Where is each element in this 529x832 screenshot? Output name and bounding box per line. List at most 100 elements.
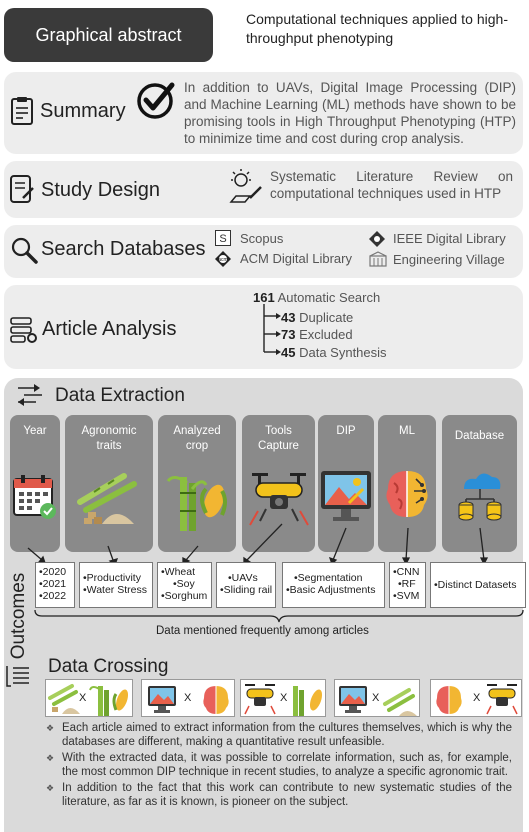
outcomes-brace — [34, 609, 524, 623]
card-tools-capture: Tools Capture — [242, 415, 315, 552]
outcome-year: •2020 •2021 •2022 — [35, 562, 75, 608]
database-engineering-village: Engineering Village — [393, 252, 505, 267]
card-title: Year — [23, 425, 47, 437]
outcome-item: •Water Stress — [83, 584, 147, 596]
outcome-item: •SVM — [393, 590, 420, 602]
brain-icon — [386, 471, 428, 517]
calendar-icon — [13, 475, 56, 519]
database-scopus: Scopus — [240, 231, 284, 246]
card-title: Database — [454, 430, 505, 442]
tools-crop-icons — [244, 684, 323, 716]
cross-x-5: X — [473, 692, 481, 704]
summary-text: In addition to UAVs, Digital Image Proce… — [184, 80, 516, 146]
cross-dip-ml — [141, 679, 235, 717]
outcomes-label: Outcomes — [8, 572, 29, 660]
analysis-tree-lines — [263, 304, 281, 355]
ieee-logo-icon — [369, 231, 385, 247]
scopus-logo-icon: S — [215, 230, 231, 246]
lightbulb-pen-icon — [229, 169, 262, 203]
crops-icon — [166, 476, 227, 531]
outcome-item: •Wheat — [161, 566, 196, 578]
step-count: 73 — [281, 327, 296, 342]
study-design-panel — [4, 161, 523, 218]
outcome-item: •RF — [398, 578, 416, 590]
outcomes-note: Data mentioned frequently among articles — [156, 625, 369, 637]
analysis-step-excluded: 73 Excluded — [281, 327, 353, 342]
summary-panel — [4, 72, 523, 154]
outcome-item: •Basic Adjustments — [286, 584, 376, 596]
dip-traits-icons — [339, 686, 417, 716]
cross-dip-traits — [334, 679, 420, 717]
data-extraction-label: Data Extraction — [55, 385, 185, 406]
data-crossing-icon — [6, 666, 29, 687]
drone-icon — [248, 473, 309, 526]
cross-x-2: X — [184, 692, 192, 704]
card-title: Agronomic traits — [81, 425, 137, 452]
analysis-step-duplicate: 43 Duplicate — [281, 310, 353, 325]
outcome-item: •Distinct Datasets — [434, 579, 517, 591]
monitor-image-icon — [321, 471, 371, 521]
checkmark-circle-icon — [137, 82, 175, 119]
svg-text:acm: acm — [218, 257, 227, 263]
outcome-item: •Productivity — [83, 572, 141, 584]
outcome-item: •2021 — [39, 578, 67, 590]
card-title: ML — [399, 425, 415, 437]
article-analysis-label: Article Analysis — [42, 318, 177, 340]
step-label: Excluded — [299, 327, 353, 342]
engineering-village-logo-icon — [369, 251, 387, 267]
graphical-abstract-badge: Graphical abstract — [4, 8, 213, 62]
study-design-label: Study Design — [41, 179, 160, 201]
card-agronomic-traits: Agronomic traits — [65, 415, 153, 552]
card-title: DIP — [336, 425, 356, 437]
outcome-agronomic-traits: •Productivity •Water Stress — [79, 562, 153, 608]
bullet-item: Each article aimed to extract informatio… — [46, 721, 512, 749]
database-acm: ACM Digital Library — [240, 251, 352, 266]
database-ieee: IEEE Digital Library — [393, 231, 506, 246]
svg-text:S: S — [219, 233, 226, 245]
card-title: Tools Capture — [258, 425, 299, 452]
outcome-item: •Sorghum — [161, 590, 208, 602]
step-label: Data Synthesis — [299, 345, 387, 360]
card-ml: ML — [378, 415, 436, 552]
cross-ml-tools — [430, 679, 522, 717]
conclusion-bullets: Each article aimed to extract informatio… — [46, 721, 512, 811]
card-outcome-arrows — [27, 523, 489, 565]
data-transfer-icon — [18, 384, 42, 406]
outcome-item: •CNN — [393, 566, 420, 578]
bullet-item: With the extracted data, it was possible… — [46, 751, 512, 779]
step-count: 43 — [281, 310, 296, 325]
summary-label: Summary — [40, 100, 126, 122]
search-databases-panel — [4, 225, 523, 278]
outcome-item: •UAVs — [228, 572, 258, 584]
clipboard-icon — [11, 97, 33, 125]
step-count: 45 — [281, 345, 296, 360]
cross-traits-crop — [45, 679, 133, 717]
sugarcane-soil-icon — [77, 473, 137, 524]
acm-logo-icon: acm — [215, 251, 231, 267]
dip-ml-icons — [148, 686, 229, 714]
ml-tools-icons — [436, 684, 518, 715]
step-label: Duplicate — [299, 310, 354, 325]
cross-tools-crop — [240, 679, 326, 717]
automatic-search-row: 161 Automatic Search — [253, 290, 380, 305]
outcome-item: •Segmentation — [294, 572, 363, 584]
cross-x-4: X — [372, 692, 380, 704]
bullet-item: In addition to the fact that this work c… — [46, 781, 512, 809]
traits-crop-icons — [48, 684, 129, 716]
outcome-item: •2020 — [39, 566, 67, 578]
list-settings-icon — [10, 317, 37, 343]
outcome-tools-capture: •UAVs •Sliding rail — [216, 562, 276, 608]
outcome-item: •Sliding rail — [220, 584, 273, 596]
cloud-database-icon — [458, 473, 501, 521]
outcome-dip: •Segmentation •Basic Adjustments — [282, 562, 385, 608]
cross-x-1: X — [79, 692, 87, 704]
outcome-ml: •CNN •RF •SVM — [389, 562, 426, 608]
data-crossing-label: Data Crossing — [48, 656, 169, 677]
magnifier-icon — [11, 237, 38, 264]
card-analyzed-crop: Analyzed crop — [158, 415, 236, 552]
tablet-edit-icon — [10, 175, 34, 203]
card-year: Year — [10, 415, 60, 552]
outcome-database: •Distinct Datasets — [430, 562, 526, 608]
search-databases-label: Search Databases — [41, 238, 206, 260]
cross-x-3: X — [280, 692, 288, 704]
